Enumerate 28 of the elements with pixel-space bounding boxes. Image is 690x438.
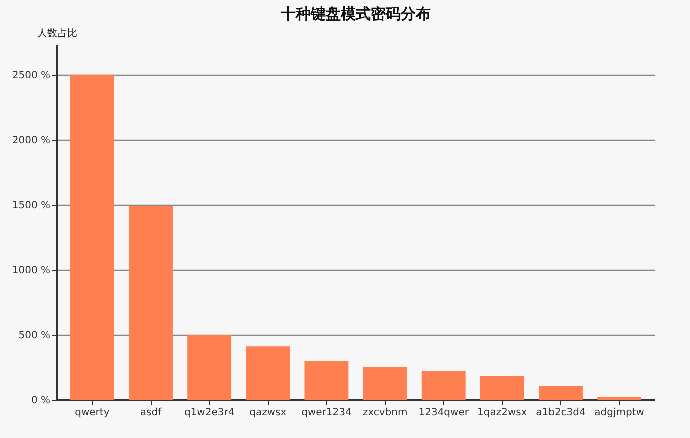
bar [188,334,232,400]
bar [246,346,290,400]
x-tick-label: adgjmptw [594,408,644,418]
x-tick-label: qwerty [75,408,110,418]
y-tick-label: 2000 % [12,135,50,146]
y-tick-label: 1500 % [12,200,50,212]
bar [598,397,642,400]
bar [129,206,173,400]
bar [539,386,583,400]
x-tick-label: 1234qwer [418,408,470,418]
y-tick-label: 2500 % [12,70,50,82]
bar [363,367,408,400]
y-axis-title: 人数占比 [38,28,78,40]
chart-title: 十种键盘模式密码分布 [280,5,431,23]
y-tick-label: 1000 % [12,265,50,276]
x-tick-label: qazwsx [250,408,287,418]
x-tick-label: 1qaz2wsx [478,408,528,418]
bar [70,74,114,400]
bar [422,371,466,400]
x-tick-label: asdf [140,408,162,418]
y-tick-label: 500 % [18,330,50,342]
bar [480,376,524,400]
bar [304,360,349,400]
x-tick-label: q1w2e3r4 [184,408,235,418]
x-tick-label: zxcvbnm [362,408,408,418]
x-tick-label: qwer1234 [302,408,352,418]
x-tick-label: a1b2c3d4 [536,408,586,418]
y-tick-label: 0 % [31,396,50,406]
